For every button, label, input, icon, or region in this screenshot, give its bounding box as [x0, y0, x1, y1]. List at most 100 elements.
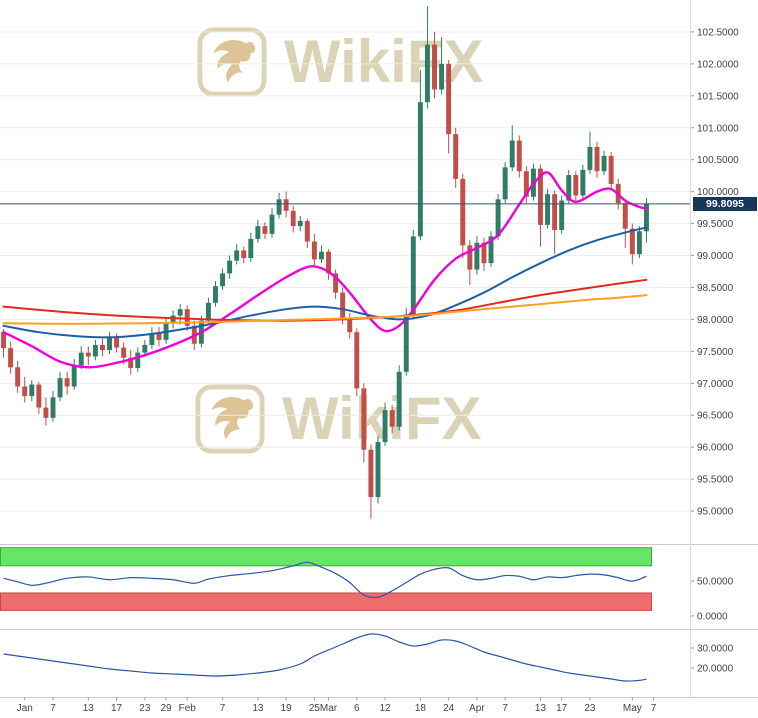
candle[interactable] [354, 328, 360, 397]
candle[interactable] [22, 376, 28, 403]
candle[interactable] [410, 229, 416, 319]
x-axis-label: 7 [220, 703, 226, 714]
candle[interactable] [382, 402, 388, 446]
x-axis-label: Jan [17, 703, 33, 714]
candle[interactable] [8, 341, 14, 374]
candle[interactable] [1, 328, 7, 358]
candle[interactable] [99, 338, 105, 357]
candle[interactable] [347, 313, 353, 339]
candle[interactable] [262, 222, 268, 239]
candle[interactable] [170, 310, 176, 329]
candle[interactable] [643, 198, 649, 243]
candle[interactable] [177, 304, 183, 325]
candle[interactable] [149, 327, 155, 349]
ma-fast-magenta-line [2, 171, 648, 369]
y-axis-label: 100.5000 [697, 155, 739, 166]
candle[interactable] [205, 297, 211, 325]
candle[interactable] [545, 189, 551, 229]
candle[interactable] [509, 125, 515, 172]
candle[interactable] [234, 244, 240, 265]
y-axis-label: 99.0000 [697, 251, 734, 262]
candle[interactable] [142, 339, 148, 357]
y-axis-label: 96.0000 [697, 443, 734, 454]
oscillator-panel: 50.0000 0.0000 [0, 547, 734, 622]
candle[interactable] [71, 359, 77, 390]
candle[interactable] [573, 171, 579, 202]
candle[interactable] [213, 281, 218, 307]
last-price-badge: 99.8095 [693, 196, 757, 211]
oversold-band [0, 592, 652, 611]
candle[interactable] [255, 219, 261, 243]
candle[interactable] [269, 208, 275, 238]
candle[interactable] [516, 135, 522, 178]
candle[interactable] [128, 350, 134, 375]
candle[interactable] [389, 405, 395, 434]
candle[interactable] [559, 195, 565, 234]
candle[interactable] [248, 232, 254, 262]
candle[interactable] [318, 245, 324, 264]
candle[interactable] [85, 346, 91, 366]
candle[interactable] [453, 127, 459, 188]
candle[interactable] [368, 444, 374, 519]
candle[interactable] [601, 150, 607, 176]
y-axis-label: 95.5000 [697, 475, 734, 486]
candle[interactable] [29, 380, 35, 402]
candle[interactable] [446, 60, 452, 154]
candle[interactable] [241, 246, 247, 264]
candle[interactable] [467, 240, 473, 285]
candle[interactable] [424, 6, 430, 109]
candle[interactable] [57, 371, 63, 402]
x-axis-label: 7 [651, 703, 657, 714]
candle[interactable] [439, 37, 445, 95]
oscillator-line [3, 561, 647, 599]
panel-axis-label: 20.0000 [697, 664, 734, 675]
candle[interactable] [375, 435, 381, 504]
candle[interactable] [220, 268, 226, 291]
candle[interactable] [396, 365, 402, 431]
candle[interactable] [36, 382, 42, 414]
candle[interactable] [552, 190, 558, 255]
candle[interactable] [107, 332, 112, 354]
candle[interactable] [135, 347, 141, 372]
candle[interactable] [594, 141, 600, 178]
candle[interactable] [523, 166, 529, 204]
candle[interactable] [92, 339, 98, 361]
candle[interactable] [297, 215, 303, 232]
candle[interactable] [488, 231, 494, 268]
candle[interactable] [43, 397, 49, 426]
candle[interactable] [474, 236, 480, 275]
candle[interactable] [333, 269, 339, 299]
candle[interactable] [622, 199, 628, 248]
wikifx-watermark-bottom: WikiFX [194, 383, 481, 455]
candle[interactable] [290, 205, 296, 233]
candle[interactable] [326, 249, 332, 280]
candle[interactable] [502, 162, 508, 204]
candle[interactable] [460, 173, 466, 259]
candle[interactable] [156, 327, 162, 347]
candle[interactable] [361, 383, 367, 463]
candle[interactable] [64, 371, 70, 395]
panel-axis-label: 50.0000 [697, 577, 734, 588]
x-axis-label: May [623, 703, 642, 714]
candle[interactable] [311, 233, 317, 266]
candle[interactable] [15, 360, 21, 393]
candle[interactable] [587, 131, 593, 174]
candle[interactable] [608, 152, 614, 191]
candle[interactable] [432, 31, 437, 99]
candle[interactable] [417, 70, 423, 241]
candle[interactable] [50, 390, 56, 422]
y-axis-label: 95.0000 [697, 507, 734, 518]
candle[interactable] [304, 218, 310, 248]
candle[interactable] [283, 191, 289, 218]
candle[interactable] [227, 255, 233, 279]
candle[interactable] [78, 346, 84, 370]
candle[interactable] [495, 194, 501, 241]
trend-strength-panel: 30.0000 20.0000 [3, 633, 734, 682]
candle[interactable] [636, 226, 642, 259]
candle[interactable] [276, 192, 282, 219]
candle[interactable] [580, 164, 586, 200]
y-axis-label: 102.5000 [697, 27, 739, 38]
candle[interactable] [538, 164, 543, 247]
y-axis-label: 101.5000 [697, 91, 739, 102]
